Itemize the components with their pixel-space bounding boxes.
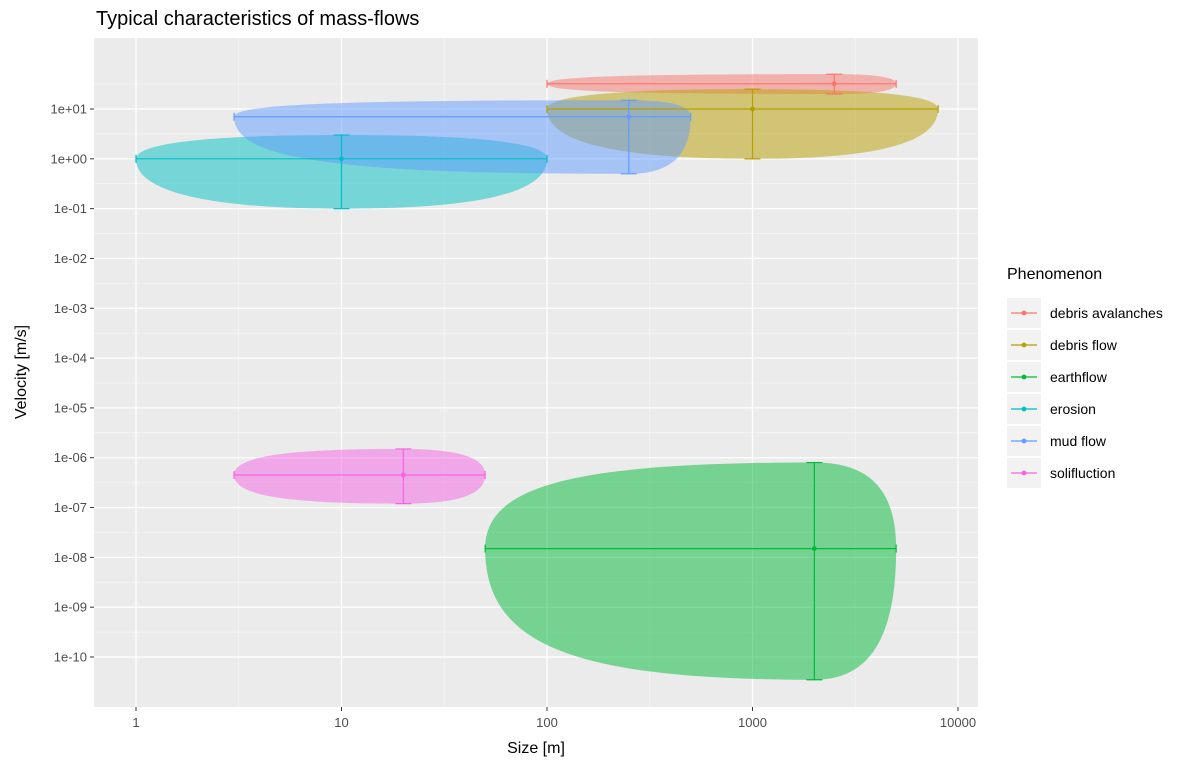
x-tick-label: 1000 xyxy=(738,715,767,730)
data-point xyxy=(626,114,632,120)
x-axis-title: Size [m] xyxy=(507,740,565,757)
x-tick-label: 100 xyxy=(536,715,558,730)
legend-key-point xyxy=(1021,342,1027,348)
y-tick-label: 1e-08 xyxy=(54,550,87,565)
legend-label: erosion xyxy=(1050,401,1096,417)
y-tick-label: 1e+01 xyxy=(50,102,87,117)
data-point xyxy=(339,156,344,162)
data-point xyxy=(400,472,406,478)
y-tick-label: 1e-10 xyxy=(54,650,87,665)
data-point xyxy=(811,546,817,551)
series-area xyxy=(234,448,486,504)
x-tick-label: 1 xyxy=(132,715,139,730)
series-area xyxy=(485,462,897,680)
legend-key-point xyxy=(1021,470,1027,476)
x-axis: 1 10 100 1000 10000 xyxy=(132,707,976,730)
y-tick-label: 1e-03 xyxy=(54,301,87,316)
y-tick-label: 1e-09 xyxy=(54,600,87,615)
y-tick-label: 1e-07 xyxy=(54,500,87,515)
legend-label: mud flow xyxy=(1050,433,1107,449)
y-tick-label: 1e-01 xyxy=(54,201,87,216)
legend-key-point xyxy=(1021,310,1027,316)
chart-title: Typical characteristics of mass-flows xyxy=(96,8,420,30)
data-point xyxy=(750,106,755,112)
y-tick-label: 1e-02 xyxy=(54,251,87,266)
legend-key-point xyxy=(1021,374,1027,380)
legend-title: Phenomenon xyxy=(1007,266,1102,283)
legend-label: debris avalanches xyxy=(1050,305,1163,321)
y-tick-label: 1e-06 xyxy=(54,450,87,465)
legend-key-point xyxy=(1021,406,1027,412)
series-errorbars xyxy=(135,73,939,681)
legend-label: debris flow xyxy=(1050,337,1118,353)
y-tick-label: 1e-04 xyxy=(54,351,87,366)
y-axis-title: Velocity [m/s] xyxy=(13,325,30,419)
x-tick-label: 10000 xyxy=(940,715,976,730)
x-tick-label: 10 xyxy=(334,715,348,730)
y-tick-label: 1e+00 xyxy=(50,151,87,166)
data-point xyxy=(831,81,837,87)
y-tick-label: 1e-05 xyxy=(54,400,87,415)
legend-label: solifluction xyxy=(1050,465,1115,481)
series-area xyxy=(234,100,691,174)
y-axis: 1e-10 1e-09 1e-08 1e-07 1e-06 1e-05 1e-04 1e-03… xyxy=(50,102,94,665)
legend-label: earthflow xyxy=(1050,369,1108,385)
legend: Phenomenon debris avalanches debris flow e… xyxy=(1007,266,1163,488)
legend-key-point xyxy=(1021,438,1027,444)
